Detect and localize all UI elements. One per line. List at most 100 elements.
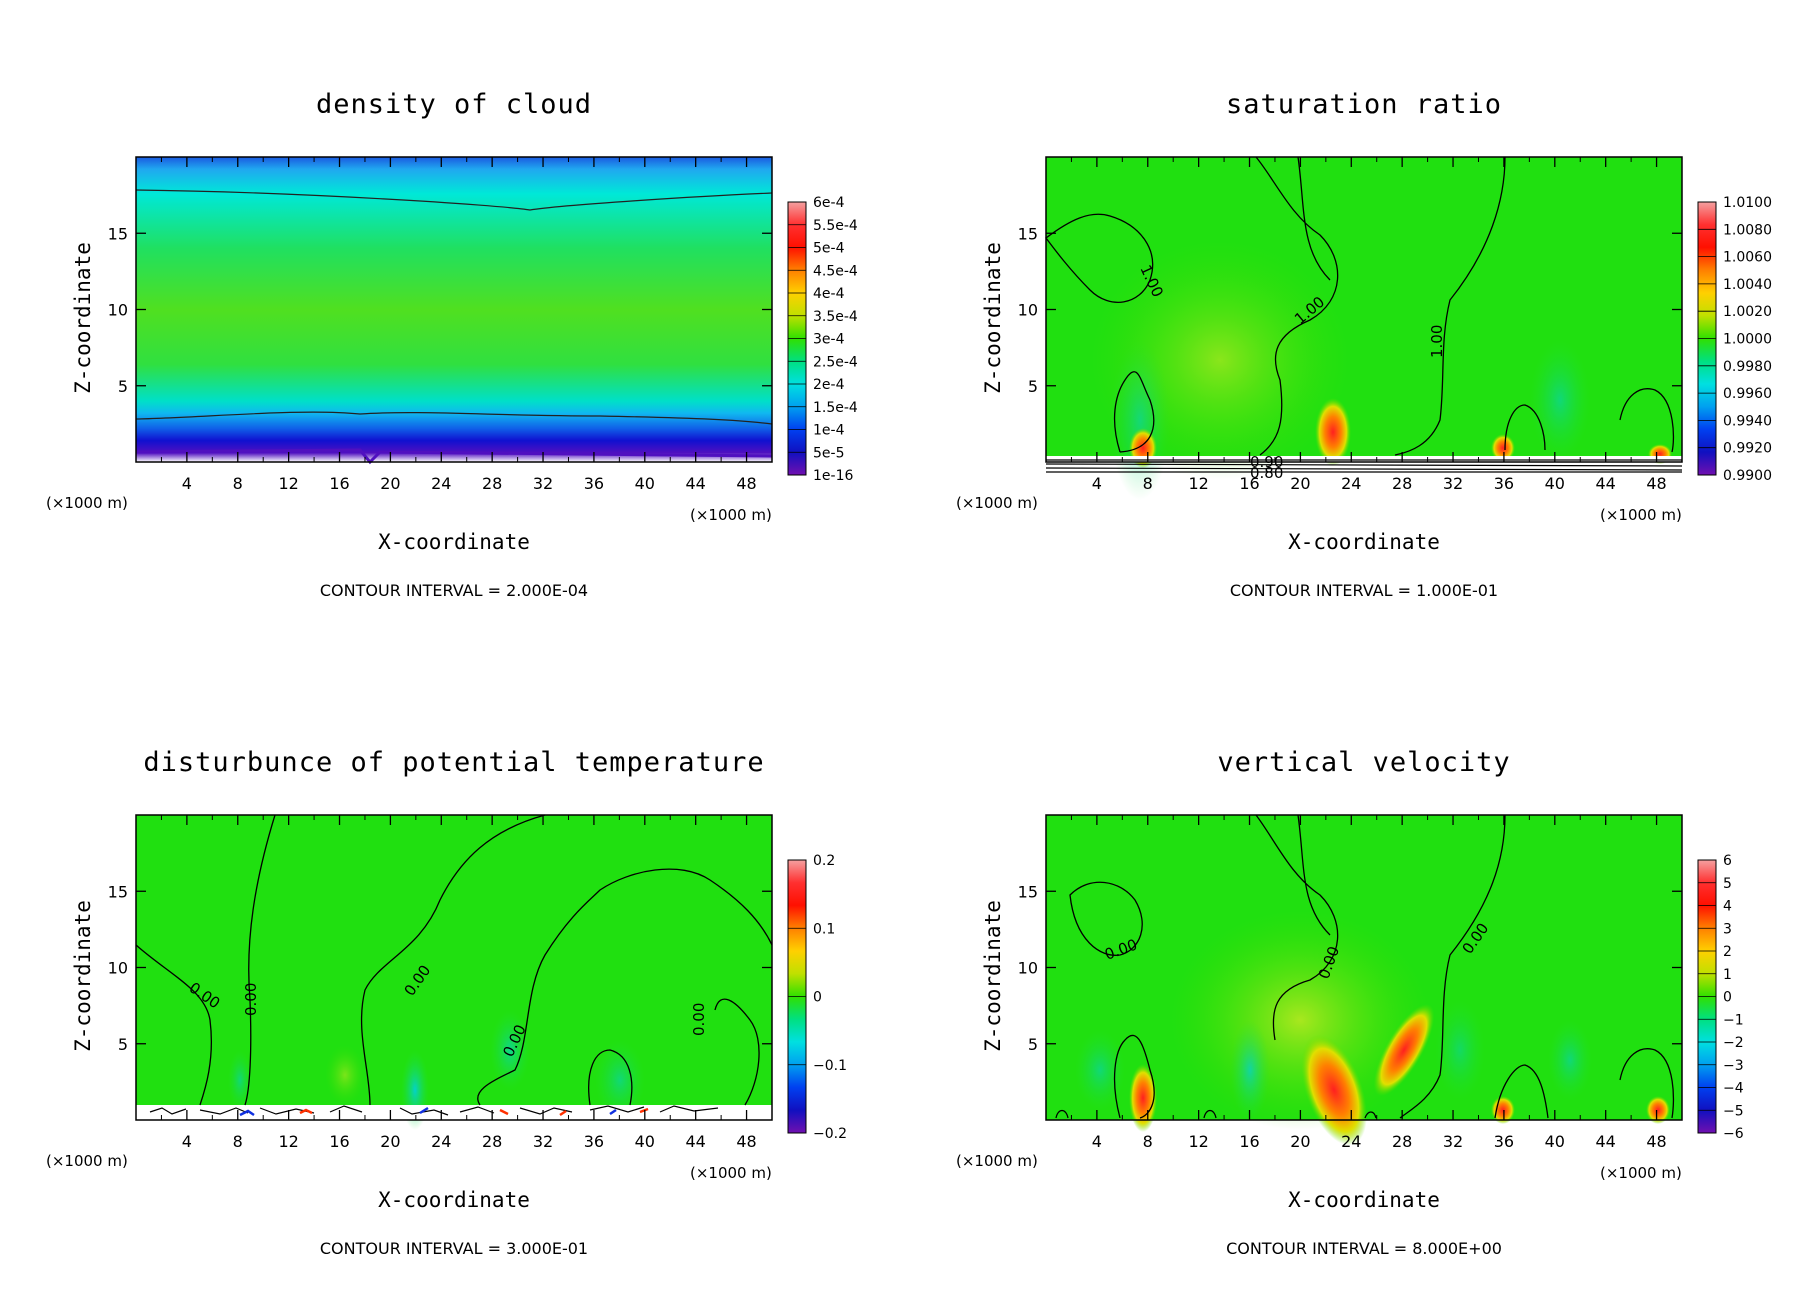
x-axis-label: X-coordinate: [378, 530, 530, 554]
plot-field: [135, 157, 773, 465]
x-axis-label: X-coordinate: [1288, 1188, 1440, 1212]
panel-title: density of cloud: [316, 89, 592, 120]
x-tick-label: 20: [1290, 474, 1310, 493]
colorbar-label: −6: [1723, 1126, 1744, 1142]
x-tick-label: 44: [1596, 474, 1616, 493]
plot-field: 1.00 1.00 1.00 0.90 0.80: [1045, 156, 1683, 500]
x-tick-label: 36: [1494, 1132, 1514, 1151]
panel-density-of-cloud: density of cloud X-coordinate Z-coordina…: [46, 89, 858, 600]
colorbar-label: 1.0040: [1723, 277, 1772, 293]
contour-interval: CONTOUR INTERVAL = 3.000E-01: [320, 1239, 588, 1258]
panel-saturation-ratio: saturation ratio 1.00 1.00 1.00 0.90 0.8…: [956, 89, 1772, 600]
colorbar-label: 1.0100: [1723, 195, 1772, 211]
x-unit-left: (×1000 m): [956, 1152, 1038, 1170]
contour-label: 0.00: [690, 1003, 708, 1036]
x-tick-label: 20: [380, 474, 400, 493]
contour-interval: CONTOUR INTERVAL = 2.000E-04: [320, 581, 588, 600]
y-tick-label: 5: [118, 1035, 128, 1054]
x-tick-label: 24: [1341, 474, 1361, 493]
y-tick-label: 5: [118, 377, 128, 396]
colorbar-label: 0.9980: [1723, 359, 1772, 375]
colorbar-label: 1e-16: [813, 468, 853, 484]
x-tick-label: 8: [1143, 1132, 1153, 1151]
x-tick-label: 16: [329, 474, 349, 493]
x-tick-label: 8: [1143, 474, 1153, 493]
panel-potential-temperature: disturbunce of potential temperature 0.0…: [46, 747, 847, 1258]
colorbar-label: 0.9960: [1723, 386, 1772, 402]
colorbar-label: 2.5e-4: [813, 354, 858, 370]
x-tick-label: 36: [1494, 474, 1514, 493]
y-tick-label: 5: [1028, 1035, 1038, 1054]
contour-label: 0.80: [1250, 464, 1283, 482]
x-tick-label: 20: [380, 1132, 400, 1151]
x-unit-right: (×1000 m): [690, 1164, 772, 1182]
colorbar: 6 5 4 3 2 1 0 −1 −2 −3 −4 −5 −6: [1697, 853, 1744, 1142]
colorbar-label: 1: [1723, 967, 1732, 983]
y-tick-label: 10: [108, 959, 128, 978]
x-tick-label: 20: [1290, 1132, 1310, 1151]
x-tick-label: 8: [233, 474, 243, 493]
colorbar-label: −0.1: [813, 1058, 847, 1074]
colorbar-label: 0.9920: [1723, 441, 1772, 457]
y-tick-label: 15: [1018, 224, 1038, 243]
x-tick-label: 4: [1092, 474, 1102, 493]
x-tick-label: 12: [278, 474, 298, 493]
y-axis-label: Z-coordinate: [981, 242, 1005, 394]
contour-label: 1.00: [1428, 325, 1446, 358]
x-tick-label: 28: [482, 474, 502, 493]
colorbar-label: −3: [1723, 1058, 1744, 1074]
plot-field: 0.00 0.00 0.00 0.00 0.00: [135, 814, 773, 1130]
colorbar-label: 0: [813, 990, 822, 1006]
x-tick-label: 4: [1092, 1132, 1102, 1151]
x-tick-label: 24: [431, 1132, 451, 1151]
colorbar-label: 5e-4: [813, 241, 845, 257]
x-tick-label: 40: [1545, 474, 1565, 493]
x-tick-label: 44: [686, 474, 706, 493]
y-tick-label: 10: [108, 301, 128, 320]
x-tick-label: 36: [584, 1132, 604, 1151]
x-tick-label: 36: [584, 474, 604, 493]
x-tick-label: 40: [635, 474, 655, 493]
x-tick-label: 28: [1392, 474, 1412, 493]
colorbar-label: 0.9900: [1723, 468, 1772, 484]
x-unit-left: (×1000 m): [956, 494, 1038, 512]
colorbar-label: −2: [1723, 1035, 1744, 1051]
x-tick-label: 40: [635, 1132, 655, 1151]
colorbar-label: −4: [1723, 1081, 1744, 1097]
contour-interval: CONTOUR INTERVAL = 8.000E+00: [1226, 1239, 1502, 1258]
y-tick-label: 10: [1018, 301, 1038, 320]
x-tick-label: 28: [482, 1132, 502, 1151]
contour-interval: CONTOUR INTERVAL = 1.000E-01: [1230, 581, 1498, 600]
x-unit-left: (×1000 m): [46, 494, 128, 512]
colorbar-label: 0.2: [813, 853, 835, 869]
colorbar-label: 1.0080: [1723, 222, 1772, 238]
x-tick-label: 48: [736, 1132, 756, 1151]
colorbar-label: 3e-4: [813, 332, 845, 348]
colorbar-label: 2: [1723, 944, 1732, 960]
y-axis-label: Z-coordinate: [71, 242, 95, 394]
x-tick-label: 12: [278, 1132, 298, 1151]
y-tick-label: 5: [1028, 377, 1038, 396]
x-axis-label: X-coordinate: [378, 1188, 530, 1212]
x-tick-label: 8: [233, 1132, 243, 1151]
colorbar-label: 4: [1723, 899, 1732, 915]
colorbar-label: 1.0020: [1723, 304, 1772, 320]
y-tick-label: 10: [1018, 959, 1038, 978]
y-axis-label: Z-coordinate: [981, 900, 1005, 1052]
y-tick-label: 15: [108, 224, 128, 243]
plot-field: 0.00 0.00 0.00: [1046, 814, 1682, 1146]
x-tick-label: 40: [1545, 1132, 1565, 1151]
x-unit-left: (×1000 m): [46, 1152, 128, 1170]
colorbar: 6e-4 5.5e-4 5e-4 4.5e-4 4e-4 3.5e-4 3e-4 2.5e-4…: [787, 195, 858, 484]
contour-label: 0.00: [242, 983, 260, 1016]
x-unit-right: (×1000 m): [690, 506, 772, 524]
x-tick-label: 32: [1443, 1132, 1463, 1151]
colorbar-label: 6e-4: [813, 195, 845, 211]
x-tick-label: 28: [1392, 1132, 1412, 1151]
x-tick-label: 16: [329, 1132, 349, 1151]
colorbar-label: 3.5e-4: [813, 309, 858, 325]
colorbar-label: 3: [1723, 921, 1732, 937]
colorbar-label: 1e-4: [813, 423, 845, 439]
x-tick-label: 12: [1188, 474, 1208, 493]
